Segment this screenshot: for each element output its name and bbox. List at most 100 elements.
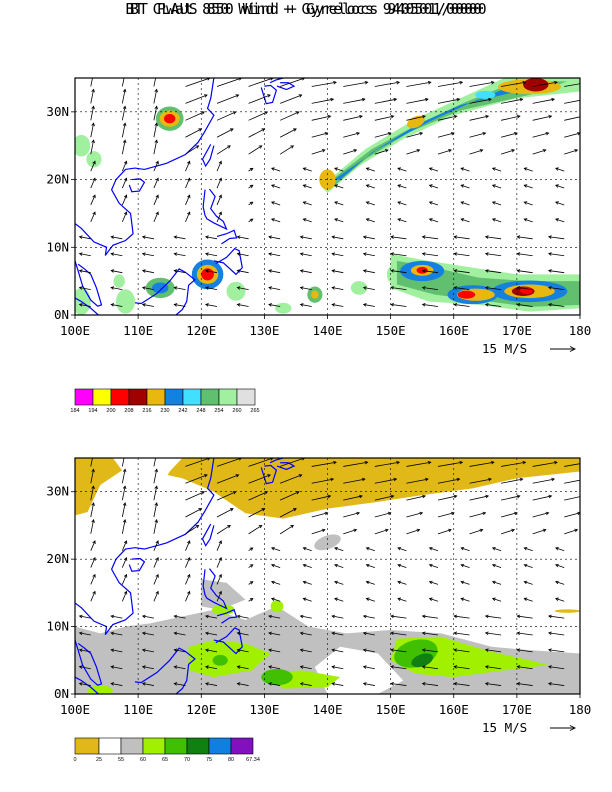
wind-arrowhead xyxy=(91,105,95,110)
wind-arrowhead xyxy=(390,114,395,119)
wind-arrowhead xyxy=(333,460,337,465)
colorbar-swatch xyxy=(120,737,144,755)
wind-arrowhead xyxy=(334,201,338,205)
wind-arrowhead xyxy=(299,252,304,256)
wind-arrowhead xyxy=(427,460,432,465)
wind-arrowhead xyxy=(390,682,394,686)
wind-arrowhead xyxy=(302,167,307,171)
wind-arrowhead xyxy=(302,563,307,568)
wind-arrow xyxy=(532,81,558,87)
wind-arrowhead xyxy=(173,269,178,273)
wind-arrow xyxy=(366,598,375,602)
wind-arrowhead xyxy=(92,160,96,165)
wind-arrow xyxy=(271,581,281,585)
wind-arrowhead xyxy=(141,269,146,273)
wind-arrowhead xyxy=(249,564,254,568)
wind-arrow xyxy=(492,598,502,602)
wind-arrowhead xyxy=(290,525,295,529)
wind-arrow xyxy=(374,529,389,535)
wind-arrow xyxy=(111,236,123,240)
wind-arrowhead xyxy=(249,184,254,189)
y-tick-label: 20N xyxy=(46,551,69,566)
wind-arrowhead xyxy=(267,474,271,478)
wind-arrowhead xyxy=(491,218,496,222)
wind-arrowhead xyxy=(154,502,158,506)
wind-arrowhead xyxy=(488,97,492,102)
wind-arrow xyxy=(390,304,407,307)
wind-arrowhead xyxy=(362,631,367,636)
wind-arrow xyxy=(343,495,363,501)
wind-arrow xyxy=(311,529,326,535)
wind-arrowhead xyxy=(522,460,527,465)
wind-arrow xyxy=(268,253,281,257)
wind-arrowhead xyxy=(482,131,487,136)
wind-arrowhead xyxy=(154,468,158,473)
wind-arrowhead xyxy=(511,149,516,153)
wind-arrowhead xyxy=(205,269,209,273)
wind-arrowhead xyxy=(362,303,367,307)
wind-arrow xyxy=(564,512,580,518)
wind-arrowhead xyxy=(123,557,128,561)
wind-arrow xyxy=(422,287,439,291)
wind-arrow xyxy=(237,304,249,307)
wind-arrow xyxy=(343,98,365,104)
wind-arrowhead xyxy=(514,511,518,516)
wind-arrowhead xyxy=(365,563,370,568)
wind-arrowhead xyxy=(122,88,127,93)
wind-arrow xyxy=(185,540,191,551)
wind-arrow xyxy=(461,547,470,552)
wind-arrow xyxy=(469,132,486,138)
wind-arrowhead xyxy=(249,598,254,602)
wind-arrowhead xyxy=(484,665,489,669)
wind-arrow xyxy=(248,508,265,518)
wind-arrow xyxy=(469,149,483,155)
wind-arrowhead xyxy=(453,286,458,290)
wind-arrow xyxy=(268,649,281,653)
colorbar-label: 67.34 xyxy=(246,757,260,763)
wind-arrow xyxy=(343,461,368,467)
wind-arrow xyxy=(279,525,294,535)
wind-arrow xyxy=(334,564,344,568)
colorbar-label: 230 xyxy=(160,408,169,414)
wind-arrow xyxy=(422,236,439,240)
wind-arrow xyxy=(406,512,423,518)
wind-arrowhead xyxy=(78,303,83,307)
wind-arrowhead xyxy=(523,563,528,568)
wind-arrowhead xyxy=(547,614,552,619)
wind-arrow xyxy=(397,218,407,223)
wind-arrowhead xyxy=(421,302,426,307)
wind-arrow xyxy=(268,632,281,636)
wind-arrowhead xyxy=(187,211,191,216)
colorbar-swatch xyxy=(74,737,100,755)
coastline xyxy=(128,557,146,572)
wind-arrow xyxy=(237,253,249,257)
wind-arrowhead xyxy=(523,218,528,222)
wind-arrowhead xyxy=(488,477,492,482)
wind-arrowhead xyxy=(123,160,128,165)
wind-arrowhead xyxy=(362,648,367,652)
wind-arrowhead xyxy=(78,665,83,669)
wind-arrowhead xyxy=(397,201,402,205)
wind-arrow xyxy=(332,615,344,619)
wind-arrow xyxy=(406,461,431,467)
y-tick-label: 10N xyxy=(46,239,69,254)
wind-arrow xyxy=(311,512,328,518)
coastline xyxy=(201,523,215,547)
wind-arrowhead xyxy=(523,580,528,585)
colorbar-label: 216 xyxy=(142,408,151,414)
wind-arrow xyxy=(153,78,157,87)
coastline xyxy=(202,568,228,610)
wind-arrowhead xyxy=(460,580,465,585)
wind-arrow xyxy=(121,195,127,206)
wind-arrowhead xyxy=(364,460,369,465)
wind-arrowhead xyxy=(453,235,458,239)
wind-arrowhead xyxy=(154,122,158,127)
wind-arrowhead xyxy=(110,665,115,669)
wind-arrowhead xyxy=(511,528,516,533)
wind-arrowhead xyxy=(267,94,271,98)
y-tick-label: 10N xyxy=(46,619,69,634)
wind-arrowhead xyxy=(141,682,146,686)
dry-notch xyxy=(314,646,404,694)
wind-arrow xyxy=(153,106,158,121)
colorbar-label: 184 xyxy=(70,408,79,414)
